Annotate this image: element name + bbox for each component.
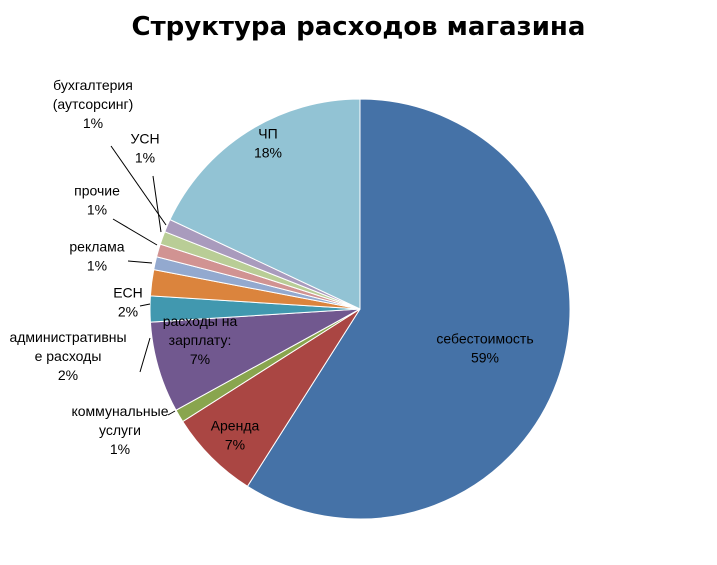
leader-line (167, 410, 176, 416)
slice-name-label: бухгалтерия (53, 77, 133, 93)
slice-name-label: услуги (99, 422, 141, 438)
slice-name-label: УСН (130, 131, 159, 147)
slice-value-label: 18% (254, 145, 282, 161)
slice-name-label: коммунальные (71, 403, 168, 419)
slice-value-label: 59% (471, 350, 499, 366)
leader-line (127, 260, 153, 264)
slice-value-label: 1% (135, 150, 155, 166)
slice-value-label: 2% (58, 367, 78, 383)
slice-name-label: е расходы (35, 348, 102, 364)
leader-line (112, 218, 158, 246)
slice-name-label: административны (9, 329, 126, 345)
slice-name-label: прочие (74, 183, 120, 199)
leader-line (152, 175, 162, 233)
slice-name-label: зарплату: (169, 332, 232, 348)
pie-labels: себестоимость 59% Аренда 7% коммунальные услу… (9, 77, 533, 457)
slice-name-label: расходы на (163, 313, 238, 329)
slice-value-label: 1% (87, 202, 107, 218)
slice-value-label: 1% (110, 441, 130, 457)
pie-slice (246, 98, 571, 520)
slice-value-label: 1% (87, 258, 107, 274)
slice-name-label: (аутсорсинг) (53, 96, 134, 112)
leader-line (139, 303, 151, 307)
chart-title: Структура расходов магазина (131, 12, 586, 42)
slice-value-label: 7% (225, 437, 245, 453)
slice-value-label: 7% (190, 351, 210, 367)
slice-name-label: себестоимость (436, 331, 533, 347)
slice-value-label: 1% (83, 115, 103, 131)
slice-name-label: реклама (69, 239, 124, 255)
slice-name-label: Аренда (211, 418, 260, 434)
pie-slices (149, 98, 571, 520)
slice-name-label: ЧП (258, 126, 277, 142)
leader-line (139, 337, 151, 373)
slice-name-label: ЕСН (113, 285, 143, 301)
pie-slice (169, 98, 361, 310)
slice-value-label: 2% (118, 304, 138, 320)
leader-line (110, 145, 167, 226)
